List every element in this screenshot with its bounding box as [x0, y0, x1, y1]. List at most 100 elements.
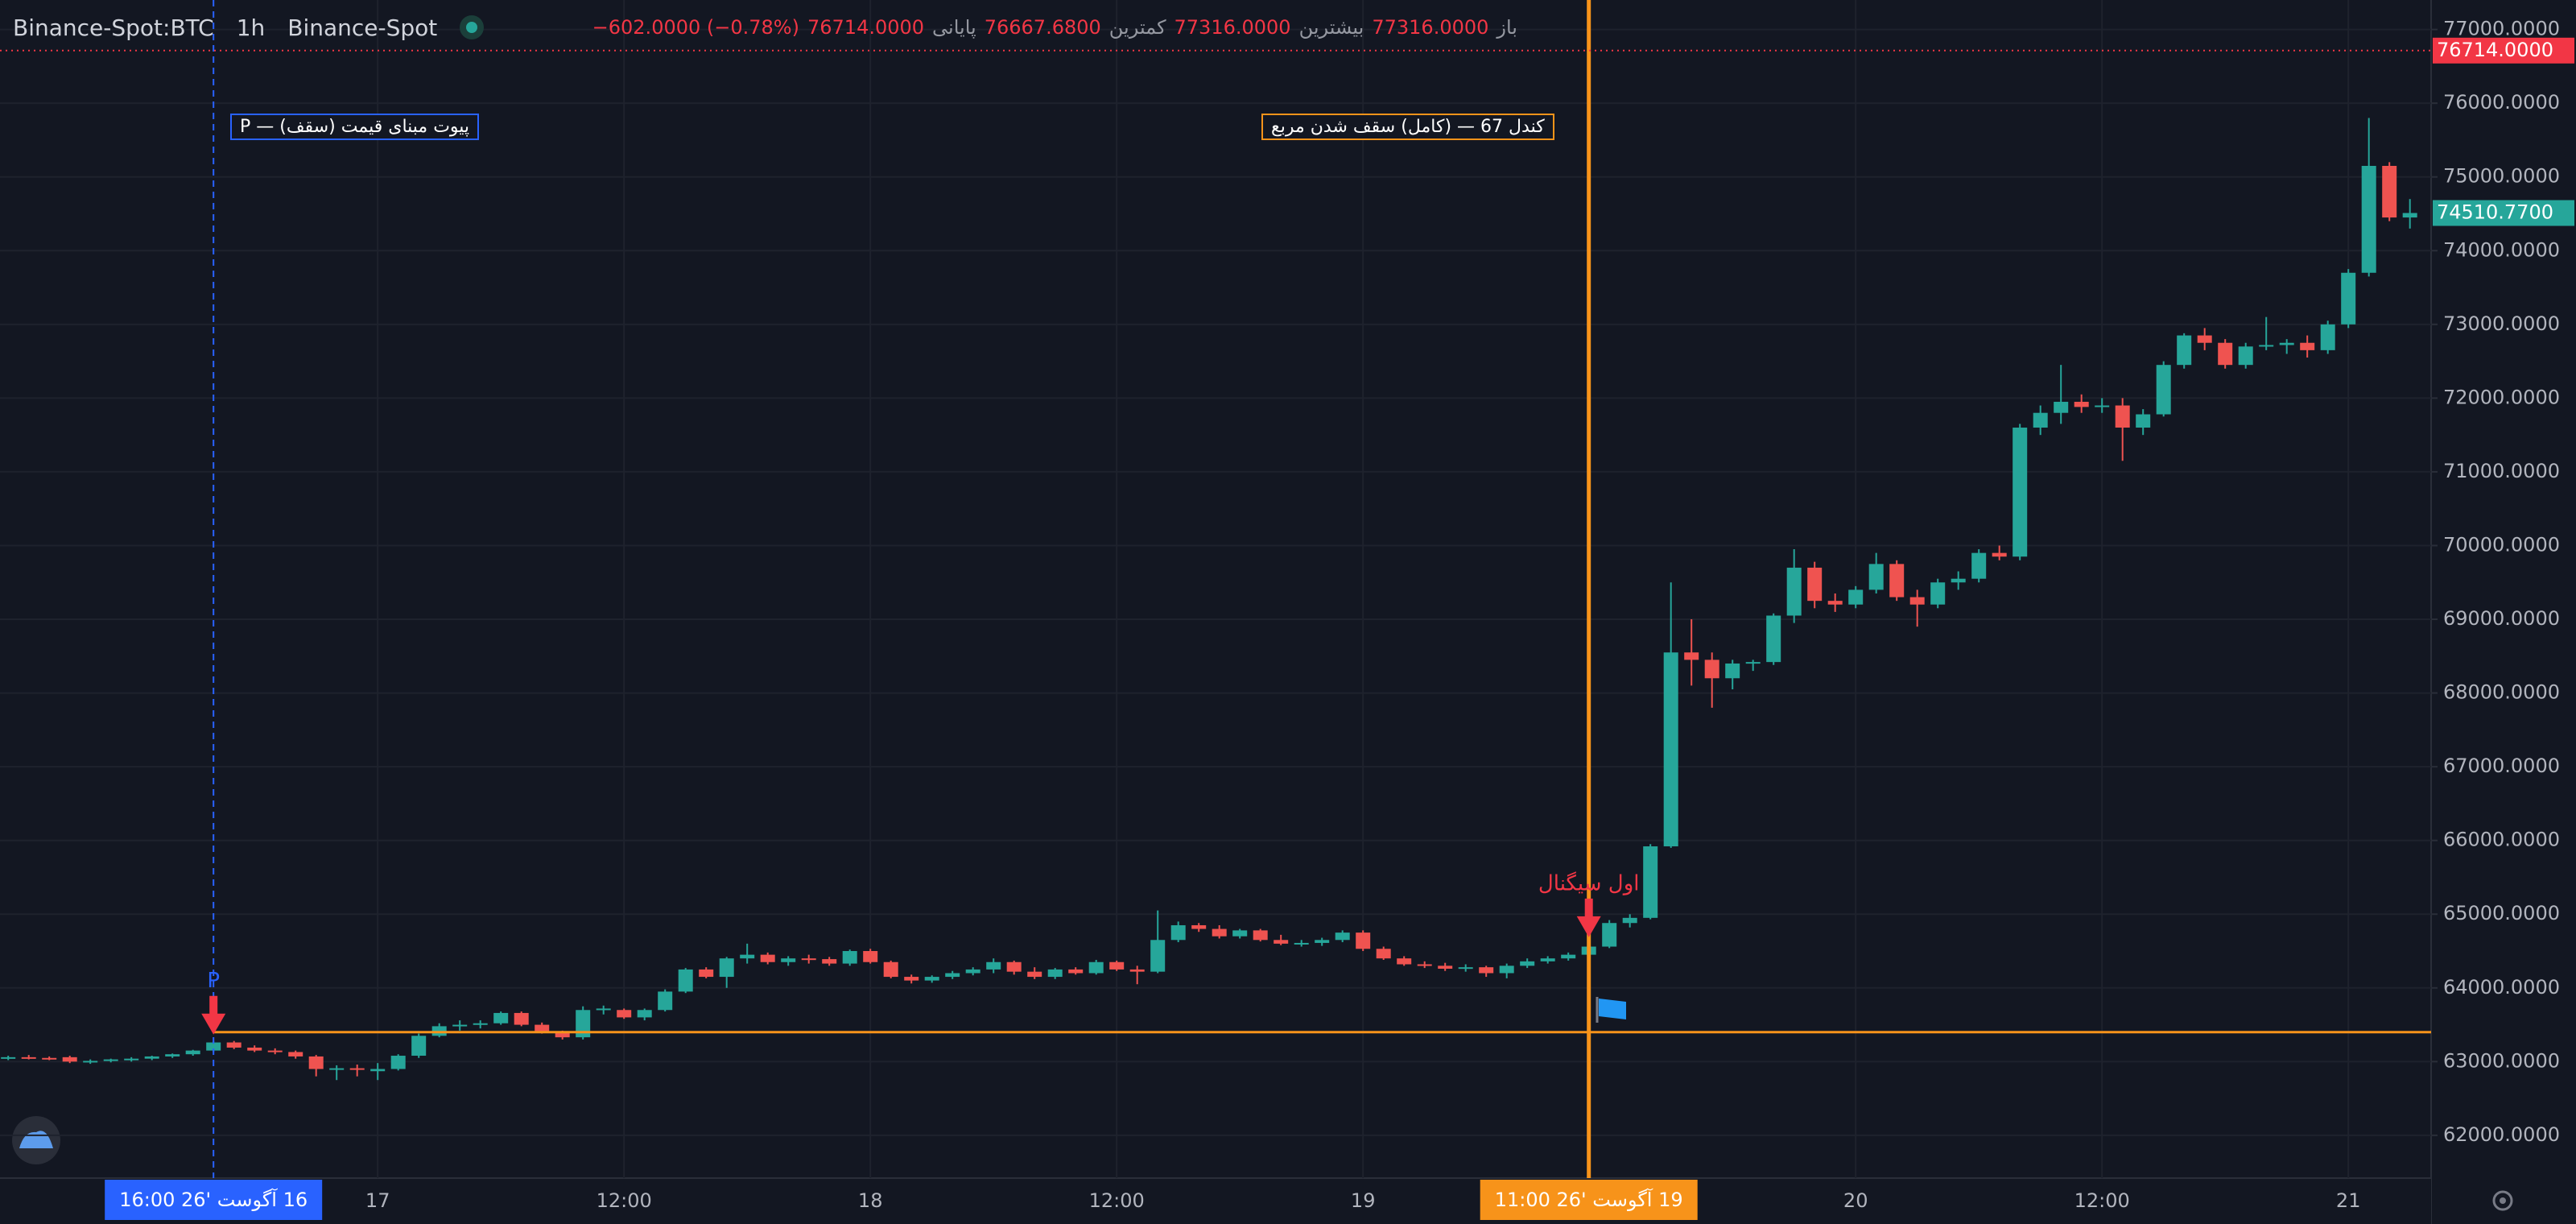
x-tick-label: 21	[2336, 1189, 2361, 1212]
y-tick-label: 73000.0000	[2443, 312, 2560, 335]
candle-body	[1602, 923, 1617, 947]
x-tick-label: 19	[1351, 1189, 1376, 1212]
candle-body	[2300, 342, 2315, 350]
candle-body	[2238, 346, 2253, 366]
candle-body	[1909, 597, 1925, 605]
candle-body	[1191, 924, 1207, 929]
symbol: Binance-Spot:BTC	[13, 14, 214, 41]
signal-label: اول سیگنال	[1538, 870, 1640, 895]
x-tick-label: 18	[858, 1189, 883, 1212]
ohlc-legend: باز 77316.0000 بیشترین 77316.0000 کمترین 7666…	[592, 11, 1517, 43]
candle-body	[267, 1050, 283, 1052]
candle-body	[247, 1047, 262, 1051]
candle-body	[514, 1012, 529, 1025]
candle-body	[1745, 662, 1761, 664]
x-tick-label: 20	[1843, 1189, 1868, 1212]
candle-body	[1663, 652, 1678, 847]
candle-body	[1294, 942, 1309, 945]
y-tick-label: 68000.0000	[2443, 681, 2560, 704]
candle-body	[2136, 414, 2151, 428]
candles	[1, 118, 2417, 1081]
y-tick-label: 76000.0000	[2443, 91, 2560, 114]
candle-body	[2402, 213, 2417, 218]
candle-body	[781, 958, 796, 962]
candle-body	[1951, 578, 1966, 583]
candle-body	[535, 1024, 550, 1032]
candle-body	[924, 977, 939, 981]
interval[interactable]: 1h	[236, 14, 266, 41]
signal-label: P	[207, 969, 220, 993]
settings-icon[interactable]	[2492, 1190, 2513, 1211]
candle-body	[1068, 969, 1084, 974]
candle-body	[370, 1069, 386, 1072]
status-dot-inner	[466, 22, 478, 33]
candle-body	[1643, 846, 1658, 918]
candle-body	[1315, 940, 1330, 943]
signal-arrow	[1576, 898, 1601, 937]
grid	[0, 0, 2431, 1178]
candle-body	[555, 1032, 570, 1038]
candle-body	[1827, 601, 1843, 605]
x-tick-label: 12:00	[2074, 1189, 2130, 1212]
y-tick-label: 62000.0000	[2443, 1123, 2560, 1146]
y-tick-label: 65000.0000	[2443, 902, 2560, 924]
legend-change: −602.0000 (−0.78%)	[592, 16, 799, 39]
candle-body	[1088, 961, 1104, 974]
candle-body	[699, 969, 714, 978]
candle-body	[2382, 165, 2397, 218]
candle-body	[2013, 428, 2028, 557]
flag	[1596, 997, 1626, 1023]
candle-body	[740, 954, 755, 959]
annotation-box: مربع شدن سقف (کامل) — 67 کندل	[1261, 114, 1554, 140]
candle-body	[473, 1023, 488, 1025]
candle-body	[1520, 961, 1535, 966]
candle-body	[226, 1042, 242, 1048]
candle-body	[1889, 564, 1905, 598]
candle-body	[1109, 961, 1125, 970]
candle-body	[308, 1056, 324, 1069]
candle-body	[1376, 949, 1391, 959]
candle-body	[863, 951, 878, 962]
candle-body	[883, 961, 898, 978]
candle-body	[1992, 552, 2007, 557]
y-tick-label: 63000.0000	[2443, 1049, 2560, 1072]
candle-body	[21, 1057, 36, 1059]
gear[interactable]	[2492, 1190, 2513, 1211]
candle-body	[719, 958, 734, 978]
candle-body	[1540, 958, 1555, 961]
candle-body	[329, 1068, 345, 1070]
candle-body	[42, 1057, 57, 1060]
candle-body	[1335, 932, 1350, 941]
candle-body	[1253, 930, 1268, 941]
legend-value: 77316.0000	[1174, 16, 1291, 39]
overlays: P اول سیگنال	[0, 0, 2431, 1178]
candle-body	[1150, 940, 1166, 972]
candle-body	[1622, 917, 1637, 924]
candle-body	[493, 1012, 509, 1023]
candle-body	[1807, 567, 1823, 602]
candle-body	[945, 973, 960, 978]
candle-body	[842, 951, 857, 964]
candle-body	[2156, 365, 2171, 415]
candle-body	[1561, 954, 1576, 959]
annotation-box: پیوت مبنای قیمت (سقف) — P	[230, 114, 480, 140]
y-tick-label: 69000.0000	[2443, 607, 2560, 630]
candle-body	[2095, 405, 2110, 407]
candle-body	[2054, 401, 2069, 413]
crosshair-label-bg	[105, 1180, 323, 1220]
legend-label: کمترین	[1108, 16, 1166, 39]
candle-body	[904, 977, 919, 981]
header: Binance-Spot:BTC 1h Binance-Spot	[13, 11, 485, 43]
candle-body	[617, 1010, 632, 1018]
gear-center[interactable]	[2500, 1197, 2506, 1204]
candle-body	[2361, 165, 2376, 273]
logo[interactable]	[12, 1116, 60, 1164]
candle-body	[576, 1010, 591, 1038]
candle-body	[1356, 932, 1371, 949]
candle-body	[2320, 324, 2335, 350]
legend-value: 77316.0000	[1372, 16, 1489, 39]
x-tick-label: 12:00	[1089, 1189, 1145, 1212]
x-tick-label: 17	[365, 1189, 390, 1212]
candle-body	[2279, 342, 2294, 345]
y-tick-label: 72000.0000	[2443, 386, 2560, 408]
